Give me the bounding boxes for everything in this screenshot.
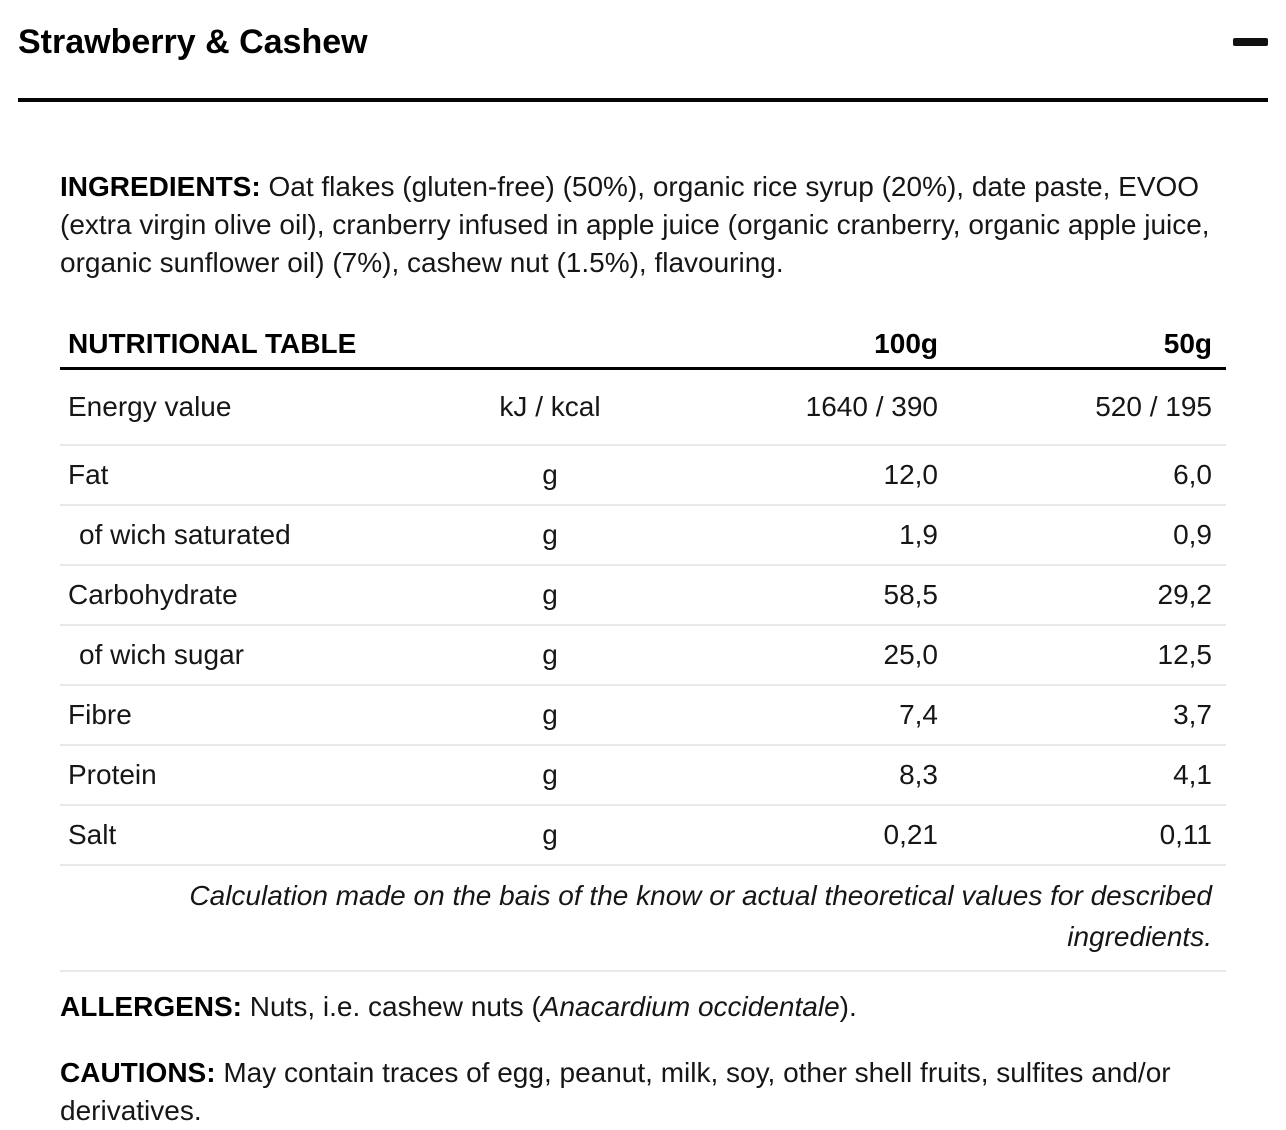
accordion-content: INGREDIENTS: Oat flakes (gluten-free) (5… <box>0 168 1286 1130</box>
minus-icon <box>1233 38 1268 46</box>
header-divider <box>18 98 1268 102</box>
nutritional-table: NUTRITIONAL TABLE 100g 50g Energy value … <box>60 320 1226 972</box>
table-row: Energy value kJ / kcal 1640 / 390 520 / … <box>60 370 1226 446</box>
nutrient-name: Fat <box>68 459 109 490</box>
nutrition-table-body: Energy value kJ / kcal 1640 / 390 520 / … <box>60 370 1226 866</box>
allergens-text: Nuts, i.e. cashew nuts ( <box>242 991 541 1022</box>
cautions-label: CAUTIONS: <box>60 1057 216 1088</box>
nutrient-unit: g <box>542 759 558 790</box>
value-per-100g: 12,0 <box>883 459 939 490</box>
value-per-50g: 0,9 <box>1173 519 1212 550</box>
collapse-button[interactable] <box>1233 32 1268 52</box>
value-per-50g: 3,7 <box>1173 699 1212 730</box>
allergens-paragraph: ALLERGENS: Nuts, i.e. cashew nuts (Anaca… <box>60 988 1226 1026</box>
value-per-50g: 6,0 <box>1173 459 1212 490</box>
allergens-text-end: ). <box>839 991 857 1022</box>
ingredients-paragraph: INGREDIENTS: Oat flakes (gluten-free) (5… <box>60 168 1210 282</box>
table-row: Protein g 8,3 4,1 <box>60 746 1226 806</box>
allergens-species: Anacardium occidentale <box>540 991 840 1022</box>
value-per-50g: 0,11 <box>1159 819 1212 850</box>
accordion-header[interactable]: Strawberry & Cashew <box>0 0 1286 62</box>
cautions-paragraph: CAUTIONS: May contain traces of egg, pea… <box>60 1054 1210 1130</box>
nutrient-name: Fibre <box>68 699 132 730</box>
table-row: of wich saturated g 1,9 0,9 <box>60 506 1226 566</box>
value-per-100g: 1640 / 390 <box>805 391 938 422</box>
table-title: NUTRITIONAL TABLE <box>68 327 357 359</box>
nutrient-unit: g <box>542 699 558 730</box>
value-per-100g: 1,9 <box>899 519 938 550</box>
nutrient-name: of wich sugar <box>79 639 244 670</box>
nutrient-name: Salt <box>68 819 117 850</box>
accordion-title: Strawberry & Cashew <box>18 23 368 61</box>
ingredients-label: INGREDIENTS: <box>60 171 261 202</box>
value-per-100g: 25,0 <box>883 639 939 670</box>
nutrient-unit: g <box>542 639 558 670</box>
table-row: of wich sugar g 25,0 12,5 <box>60 626 1226 686</box>
value-per-100g: 8,3 <box>899 759 938 790</box>
nutrient-unit: g <box>542 579 558 610</box>
value-per-50g: 29,2 <box>1157 579 1213 610</box>
nutrient-unit: g <box>542 459 558 490</box>
cautions-text: May contain traces of egg, peanut, milk,… <box>60 1057 1171 1126</box>
value-per-100g: 7,4 <box>899 699 938 730</box>
value-per-100g: 0,21 <box>883 819 939 850</box>
value-per-50g: 12,5 <box>1157 639 1213 670</box>
table-footnote: Calculation made on the bais of the know… <box>60 866 1226 972</box>
table-row: Salt g 0,21 0,11 <box>60 806 1226 866</box>
table-row: Fat g 12,0 6,0 <box>60 446 1226 506</box>
nutrient-name: Carbohydrate <box>68 579 238 610</box>
table-row: Carbohydrate g 58,5 29,2 <box>60 566 1226 626</box>
nutrient-unit: g <box>542 519 558 550</box>
ingredients-text: Oat flakes (gluten-free) (50%), organic … <box>60 171 1210 278</box>
nutrient-name: Energy value <box>68 391 232 422</box>
value-per-100g: 58,5 <box>883 579 939 610</box>
allergens-label: ALLERGENS: <box>60 991 242 1022</box>
nutrient-unit: kJ / kcal <box>499 391 601 422</box>
nutrient-name: Protein <box>68 759 157 790</box>
nutrient-unit: g <box>542 819 558 850</box>
column-header-100g: 100g <box>874 327 938 359</box>
table-row: Fibre g 7,4 3,7 <box>60 686 1226 746</box>
value-per-50g: 4,1 <box>1173 759 1212 790</box>
nutrient-name: of wich saturated <box>79 519 291 550</box>
value-per-50g: 520 / 195 <box>1095 391 1212 422</box>
column-header-50g: 50g <box>1163 327 1212 359</box>
nutritional-table-header: NUTRITIONAL TABLE 100g 50g <box>60 320 1226 370</box>
